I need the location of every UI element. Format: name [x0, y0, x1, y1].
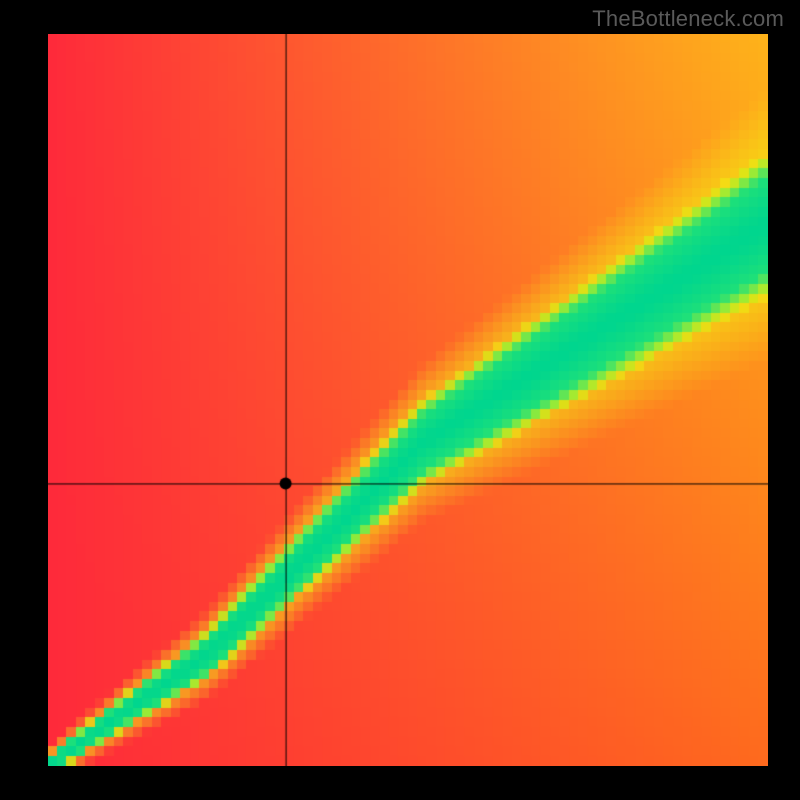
heatmap-canvas [48, 34, 768, 766]
heatmap-plot [48, 34, 768, 766]
attribution-text: TheBottleneck.com [592, 6, 784, 32]
